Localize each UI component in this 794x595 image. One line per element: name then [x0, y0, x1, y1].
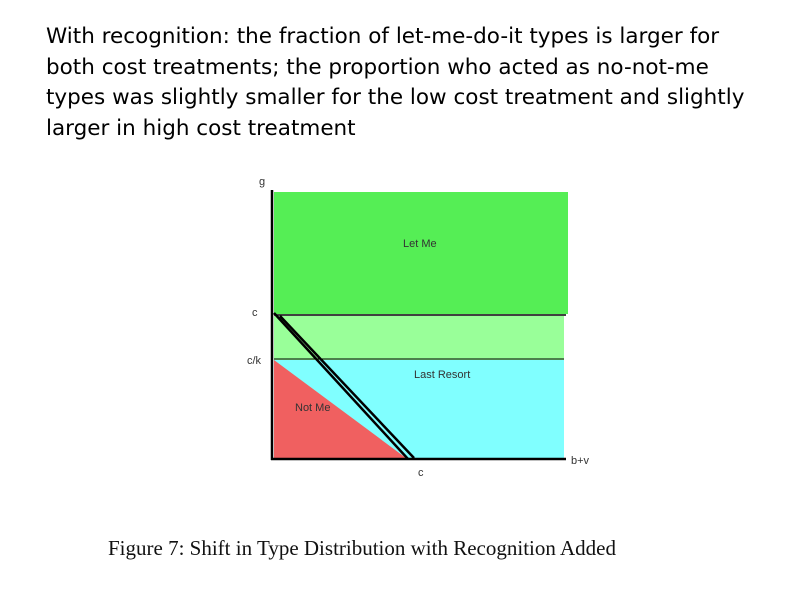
slide-text: With recognition: the fraction of let-me…	[46, 24, 745, 141]
label-let-me: Let Me	[403, 238, 437, 250]
y-axis-label-g: g	[259, 176, 265, 188]
y-axis-label-ck: c/k	[247, 355, 262, 367]
y-axis-label-c: c	[252, 307, 258, 319]
label-not-me: Not Me	[295, 402, 330, 414]
diagonal-line-1	[273, 312, 409, 460]
light-green-band	[274, 316, 564, 360]
figure-caption: Figure 7: Shift in Type Distribution wit…	[108, 536, 616, 560]
let-me-region	[274, 192, 568, 314]
diagonal-line-2	[279, 315, 415, 459]
x-axis-label-c: c	[418, 467, 424, 479]
not-me-region	[274, 360, 406, 458]
x-axis-label-bv: b+v	[571, 455, 590, 467]
label-last-resort: Last Resort	[414, 369, 470, 381]
